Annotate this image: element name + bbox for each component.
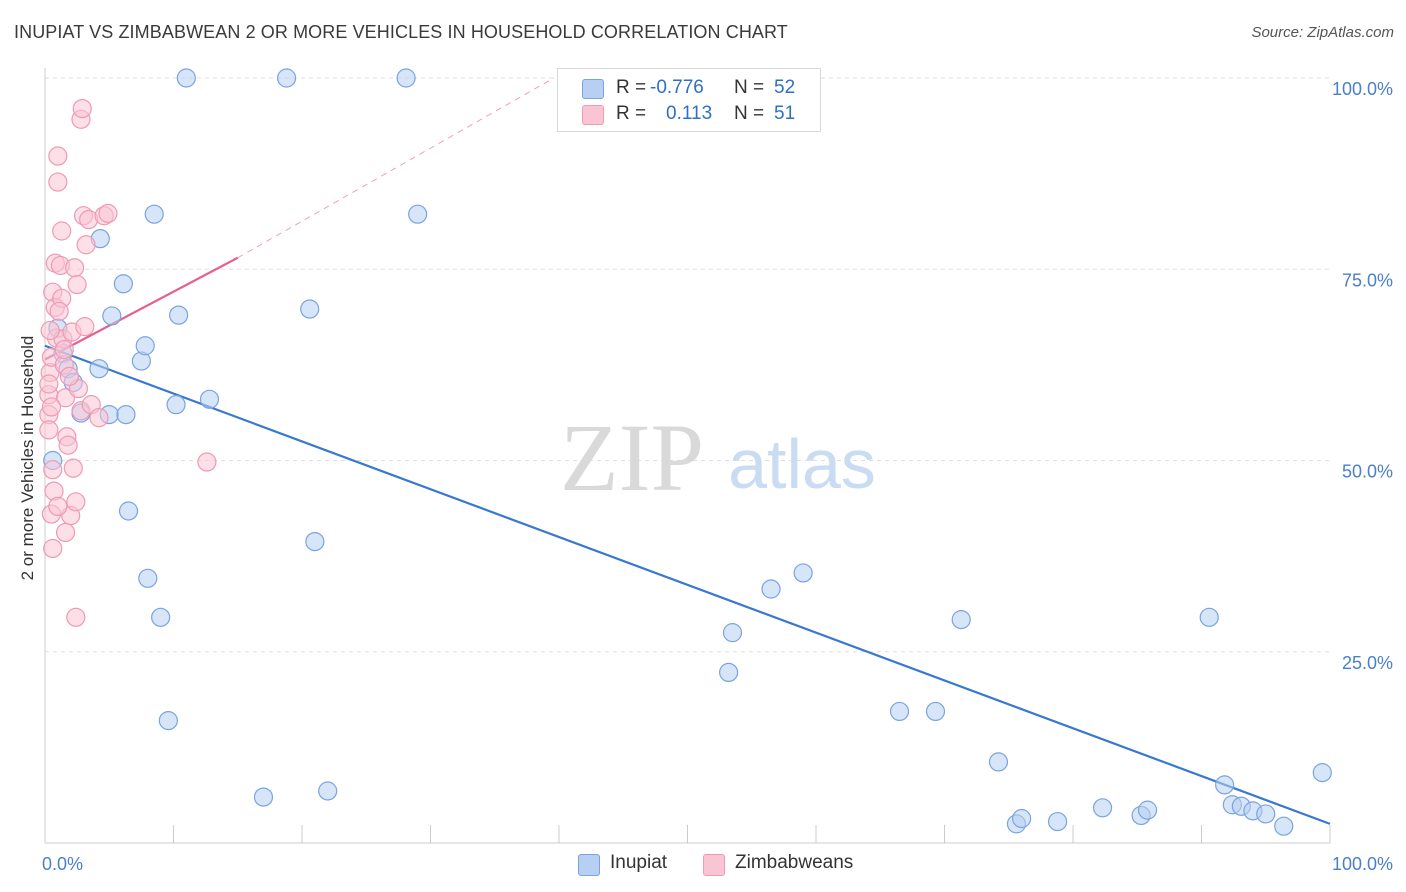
- data-point-inupiat: [1274, 816, 1294, 836]
- legend-swatch-zimbabweans: [703, 854, 725, 876]
- data-point-zimbabwean: [39, 420, 59, 440]
- source-credit: Source: ZipAtlas.com: [1251, 24, 1394, 41]
- y-tick-label: 75.0%: [1342, 270, 1393, 290]
- data-point-zimbabwean: [49, 301, 69, 321]
- data-point-inupiat: [1137, 800, 1158, 820]
- data-point-zimbabwean: [41, 397, 62, 417]
- data-point-inupiat: [116, 405, 136, 425]
- data-point-zimbabwean: [58, 435, 78, 455]
- data-point-inupiat: [151, 607, 171, 627]
- legend-swatch-zimbabweans: [582, 105, 604, 125]
- trend-line-inupiat: [44, 344, 1331, 825]
- data-point-inupiat: [113, 274, 133, 294]
- legend-n-value: 51: [774, 103, 796, 124]
- data-point-inupiat: [408, 204, 428, 224]
- data-point-zimbabwean: [66, 492, 86, 512]
- data-point-zimbabwean: [72, 98, 92, 119]
- legend-label-zimbabweans: Zimbabweans: [735, 852, 854, 873]
- legend-r-label: R =: [616, 103, 647, 124]
- data-point-inupiat: [138, 568, 158, 588]
- trend-line-zimbabwean: [44, 256, 239, 361]
- y-tick-label: 25.0%: [1342, 653, 1393, 673]
- legend-n-value: 52: [774, 77, 796, 98]
- data-point-inupiat: [722, 623, 743, 643]
- legend-n-label: N =: [734, 77, 765, 98]
- data-point-inupiat: [300, 299, 320, 319]
- data-point-zimbabwean: [48, 146, 68, 166]
- data-point-inupiat: [1256, 804, 1276, 824]
- data-point-zimbabwean: [76, 235, 96, 255]
- data-point-zimbabwean: [63, 458, 83, 478]
- x-tick-label: 100.0%: [1332, 854, 1393, 874]
- data-point-zimbabwean: [55, 522, 76, 543]
- data-points: [39, 68, 1332, 836]
- data-point-zimbabwean: [67, 274, 87, 295]
- tick-labels: 25.0% 50.0% 75.0% 100.0% 0.0% 100.0%: [42, 79, 1393, 874]
- data-point-zimbabwean: [48, 496, 68, 516]
- data-point-inupiat: [396, 68, 416, 88]
- data-point-inupiat: [951, 610, 971, 630]
- legend-label-inupiat: Inupiat: [610, 852, 668, 873]
- data-point-inupiat: [1092, 798, 1113, 818]
- watermark: ZIP atlas: [560, 404, 876, 511]
- data-point-zimbabwean: [98, 203, 118, 224]
- data-point-inupiat: [253, 787, 274, 807]
- data-point-inupiat: [135, 336, 155, 356]
- data-point-inupiat: [761, 579, 781, 599]
- data-point-inupiat: [925, 701, 946, 722]
- data-point-inupiat: [89, 359, 109, 379]
- x-tick-label: 0.0%: [42, 854, 83, 874]
- data-point-inupiat: [276, 68, 297, 88]
- trend-lines: [44, 77, 1331, 825]
- data-point-inupiat: [988, 752, 1009, 772]
- legend-n-label: N =: [734, 103, 765, 124]
- data-point-inupiat: [793, 563, 813, 583]
- data-point-inupiat: [169, 305, 189, 325]
- legend-swatch-inupiat: [578, 854, 600, 876]
- y-tick-label: 50.0%: [1342, 462, 1393, 482]
- data-point-zimbabwean: [48, 172, 68, 192]
- data-point-inupiat: [118, 501, 139, 521]
- data-point-zimbabwean: [59, 366, 80, 386]
- data-point-zimbabwean: [197, 452, 217, 472]
- stats-legend: R = -0.776 N = 52 R = 0.113 N = 51: [557, 68, 821, 132]
- data-point-inupiat: [144, 204, 164, 224]
- data-point-inupiat: [305, 531, 325, 552]
- watermark-atlas: atlas: [728, 425, 876, 503]
- data-point-zimbabwean: [40, 320, 60, 341]
- grid-lines: [45, 77, 1330, 653]
- data-point-inupiat: [1215, 775, 1235, 795]
- legend-r-label: R =: [616, 77, 647, 98]
- data-point-zimbabwean: [43, 460, 63, 480]
- data-point-inupiat: [166, 395, 186, 415]
- legend-r-value: -0.776: [650, 77, 704, 98]
- data-point-inupiat: [1199, 607, 1219, 627]
- data-point-zimbabwean: [52, 221, 72, 241]
- data-point-inupiat: [889, 701, 910, 722]
- chart-title: INUPIAT VS ZIMBABWEAN 2 OR MORE VEHICLES…: [14, 22, 788, 42]
- data-point-inupiat: [318, 781, 338, 801]
- data-point-zimbabwean: [66, 607, 86, 627]
- y-tick-label: 100.0%: [1332, 79, 1393, 99]
- data-point-inupiat: [176, 68, 196, 88]
- data-point-zimbabwean: [43, 538, 63, 559]
- data-point-inupiat: [1047, 811, 1068, 832]
- data-point-inupiat: [158, 710, 178, 731]
- series-legend: Inupiat Zimbabweans: [0, 852, 1406, 878]
- data-point-inupiat: [719, 662, 739, 683]
- data-point-zimbabwean: [89, 408, 109, 428]
- data-point-zimbabwean: [64, 258, 85, 278]
- data-point-inupiat: [1312, 763, 1332, 783]
- data-point-inupiat: [199, 389, 220, 409]
- legend-r-value: 0.113: [666, 103, 713, 124]
- legend-swatch-inupiat: [582, 79, 604, 99]
- watermark-zip: ZIP: [560, 404, 704, 511]
- data-point-zimbabwean: [75, 317, 95, 337]
- data-point-zimbabwean: [54, 339, 74, 360]
- data-point-zimbabwean: [39, 374, 59, 394]
- data-point-inupiat: [102, 306, 122, 326]
- trend-line-zimbabwean-extension: [237, 77, 555, 259]
- data-point-inupiat: [1011, 808, 1032, 829]
